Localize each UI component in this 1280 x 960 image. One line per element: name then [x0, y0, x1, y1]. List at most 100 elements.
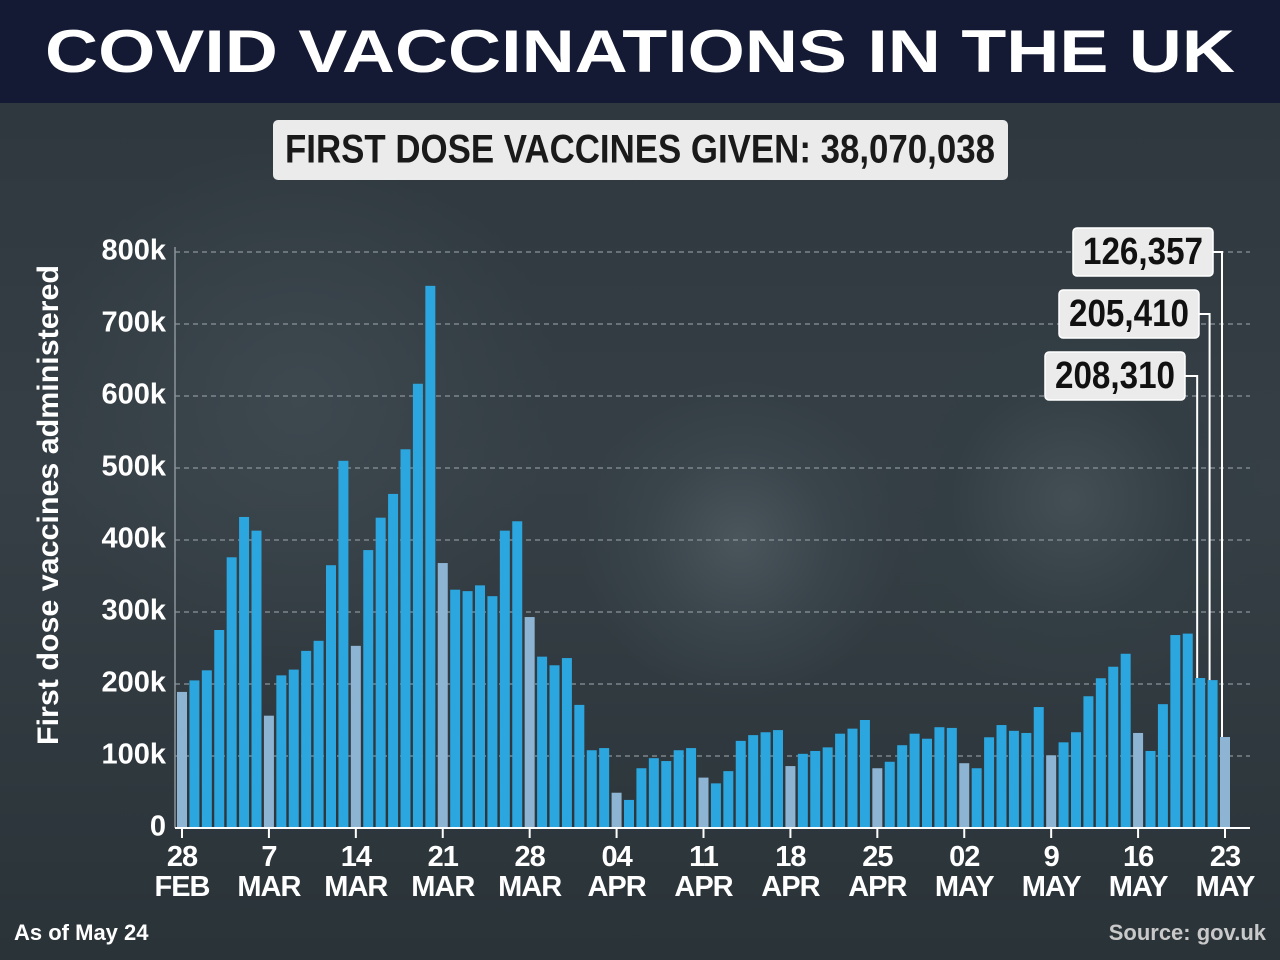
bar — [586, 750, 597, 828]
bar — [1071, 732, 1081, 828]
bar — [946, 727, 957, 828]
bar — [735, 740, 746, 828]
bar — [859, 720, 870, 828]
bar — [1133, 732, 1144, 828]
bar — [897, 745, 908, 828]
bar — [388, 493, 399, 828]
bar — [835, 733, 846, 828]
bar — [499, 530, 510, 828]
x-tick-label: 9 MAY — [1021, 841, 1082, 903]
bar — [276, 675, 287, 828]
bar — [561, 658, 572, 828]
bar — [375, 517, 386, 828]
footnote: As of May 24 — [14, 920, 149, 945]
bar — [922, 738, 932, 828]
bar — [996, 725, 1007, 828]
bar — [748, 735, 759, 828]
bar — [1182, 633, 1193, 828]
bar — [661, 761, 672, 828]
bar — [1095, 678, 1106, 828]
bar — [462, 591, 473, 828]
bar — [201, 670, 212, 828]
bar — [710, 783, 721, 828]
chart-subtitle: FIRST DOSE VACCINES GIVEN: 38,070,038 — [285, 128, 995, 172]
bar — [872, 768, 883, 828]
y-tick-label: 0 — [150, 811, 166, 843]
y-tick-label: 300k — [101, 595, 166, 627]
bar — [263, 715, 274, 828]
bar — [1046, 755, 1057, 828]
bar — [1033, 707, 1044, 828]
bar — [1145, 750, 1156, 828]
bar — [288, 669, 299, 828]
y-axis-title: First dose vaccines administered — [32, 265, 65, 745]
bar — [797, 753, 808, 828]
x-tick-label: 7 MAR — [237, 841, 301, 903]
title-bar — [0, 0, 1280, 103]
y-tick-label: 100k — [101, 739, 166, 771]
leader-line — [1185, 375, 1199, 679]
bar — [487, 596, 498, 828]
x-tick-label: 18 APR — [761, 841, 820, 903]
y-tick-label: 500k — [101, 451, 166, 483]
bar — [189, 680, 200, 828]
bar — [450, 589, 461, 828]
x-tick-label: 14 MAR — [324, 841, 388, 903]
bar — [773, 730, 783, 828]
y-tick-label: 400k — [101, 523, 166, 555]
x-tick-label: 16 MAY — [1108, 841, 1169, 903]
y-tick-label: 800k — [101, 235, 166, 267]
bar — [214, 630, 225, 828]
bar — [760, 732, 771, 828]
bar — [1157, 704, 1168, 828]
bar — [611, 792, 622, 828]
bar — [251, 530, 262, 828]
bar — [313, 640, 324, 828]
bar — [512, 521, 523, 828]
bar — [636, 768, 647, 828]
bar — [400, 449, 411, 828]
bar — [810, 750, 821, 828]
y-tick-label: 600k — [101, 379, 166, 411]
value-label: 208,310 — [1055, 355, 1175, 397]
bar — [574, 704, 585, 828]
bar — [1207, 680, 1218, 828]
subtitle-box — [273, 120, 1008, 180]
bar — [822, 747, 833, 828]
bar — [437, 563, 448, 828]
bar — [884, 761, 895, 828]
bar — [1083, 696, 1094, 828]
bar — [1195, 678, 1206, 828]
leader-line — [1213, 251, 1223, 738]
x-tick-label: 02 MAY — [934, 841, 995, 903]
bar — [524, 617, 535, 828]
bar — [549, 665, 560, 828]
leader-line — [1199, 313, 1211, 681]
chart-title: COVID VACCINATIONS IN THE UK — [45, 18, 1235, 85]
x-tick-label: 28 FEB — [154, 841, 211, 903]
bar — [934, 727, 945, 828]
bar — [537, 656, 548, 828]
bar — [847, 728, 858, 828]
x-tick-label: 25 APR — [848, 841, 907, 903]
bar — [1120, 653, 1131, 828]
x-tick-label: 11 APR — [674, 841, 733, 903]
value-label: 205,410 — [1069, 293, 1189, 335]
bar — [1220, 737, 1230, 828]
bar — [1021, 732, 1032, 828]
bar — [698, 777, 709, 828]
bar — [971, 768, 982, 828]
bar — [1108, 666, 1119, 828]
x-tick-label: 28 MAR — [498, 841, 562, 903]
y-tick-label: 200k — [101, 667, 166, 699]
bar — [673, 750, 684, 828]
bar — [1170, 635, 1181, 828]
bar — [177, 691, 187, 828]
bar — [984, 737, 995, 828]
x-tick-label: 04 APR — [587, 841, 646, 903]
bar — [239, 516, 250, 828]
bar — [624, 799, 634, 828]
bar — [723, 771, 734, 828]
